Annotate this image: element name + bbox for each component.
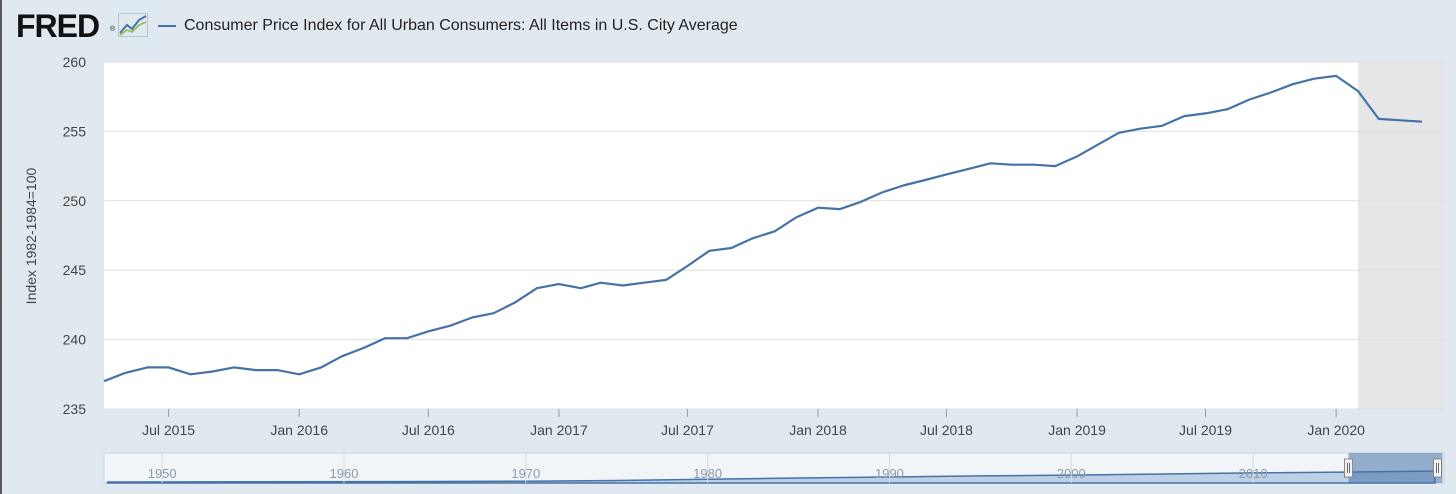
x-tick-label: Jan 2019 — [1048, 422, 1106, 438]
y-tick-label: 255 — [63, 123, 87, 139]
y-tick-label: 250 — [63, 193, 87, 209]
navigator[interactable]: 1950 1960 1970 1980 1990 2000 2010 — [103, 452, 1445, 484]
navigator-left-handle[interactable] — [1344, 458, 1354, 478]
navigator-tick-label: 1990 — [875, 466, 904, 481]
x-tick-label: Jan 2018 — [789, 422, 847, 438]
x-tick-label: Jan 2016 — [270, 422, 328, 438]
navigator-tick-label: 2010 — [1239, 466, 1268, 481]
navigator-ticks: 1950 1960 1970 1980 1990 2000 2010 — [148, 453, 1268, 483]
fred-logo[interactable]: FRED — [16, 8, 100, 44]
legend-series-label: Consumer Price Index for All Urban Consu… — [184, 17, 738, 34]
navigator-tick-label: 1960 — [330, 466, 359, 481]
trend-graph-icon — [118, 13, 148, 37]
y-tick-label: 245 — [63, 262, 87, 278]
y-tick-label: 235 — [63, 401, 87, 417]
navigator-handle-grip — [1432, 458, 1442, 478]
y-tick-label: 260 — [63, 54, 87, 70]
navigator-tick-label: 2000 — [1057, 466, 1086, 481]
navigator-tick-label: 1980 — [693, 466, 722, 481]
chart-header: FRED ® Consumer Price Index for All Urba… — [0, 0, 1456, 50]
navigator-tick-label: 1950 — [148, 466, 177, 481]
x-tick-label: Jul 2015 — [142, 422, 195, 438]
y-tick-label: 240 — [63, 332, 87, 348]
navigator-handle-grip — [1344, 458, 1354, 478]
y-gridlines — [104, 61, 1444, 410]
legend-series-swatch — [158, 25, 176, 27]
navigator-tick-label: 1970 — [511, 466, 540, 481]
x-tick-label: Jan 2020 — [1307, 422, 1365, 438]
navigator-selected-range[interactable] — [1348, 453, 1443, 483]
x-tick-label: Jan 2017 — [530, 422, 588, 438]
navigator-right-handle[interactable] — [1432, 458, 1442, 478]
recession-shading — [1358, 62, 1444, 409]
window-frame-edge — [0, 0, 2, 494]
plot-area — [104, 62, 1444, 409]
x-tick-label: Jul 2016 — [402, 422, 455, 438]
x-axis-ticks: Jul 2015 Jan 2016 Jul 2016 Jan 2017 Jul 2017… — [142, 409, 1365, 438]
cpi-series-line[interactable] — [103, 74, 1423, 383]
registered-mark: ® — [110, 26, 116, 33]
x-tick-label: Jul 2017 — [661, 422, 714, 438]
x-tick-label: Jul 2019 — [1179, 422, 1232, 438]
y-axis-ticks: 235 240 245 250 255 260 — [63, 54, 87, 417]
y-axis-label: Index 1982-1984=100 — [23, 167, 39, 304]
x-tick-label: Jul 2018 — [920, 422, 973, 438]
chart-legend[interactable]: Consumer Price Index for All Urban Consu… — [158, 15, 738, 37]
